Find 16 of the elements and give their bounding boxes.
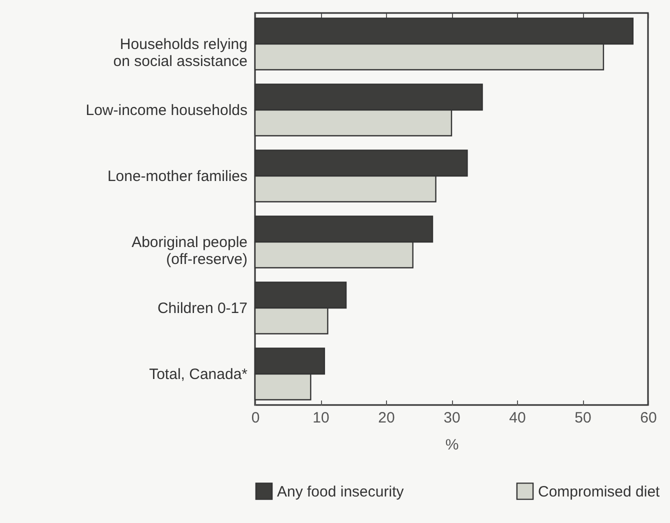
x-tick-label: 10 <box>312 410 330 426</box>
y-tick-label: Total, Canada* <box>149 366 248 383</box>
x-tick-label: 0 <box>251 410 260 426</box>
x-tick-label: 40 <box>509 410 526 426</box>
x-axis-title: % <box>445 436 459 454</box>
y-tick-label: Households relying on social assistance <box>113 36 248 70</box>
x-tick-label: 60 <box>640 410 657 426</box>
y-tick-label: Low-income households <box>86 102 248 120</box>
y-tick-label: Lone-mother families <box>107 168 248 186</box>
legend-label: Any food insecurity <box>277 483 404 500</box>
y-tick-label: Children 0-17 <box>157 300 248 317</box>
x-tick-label: 50 <box>574 410 592 426</box>
legend-label: Compromised diet <box>538 483 661 500</box>
x-tick-label: 30 <box>444 410 460 426</box>
y-tick-label: Aboriginal people (off-reserve) <box>132 234 248 268</box>
x-tick-label: 20 <box>378 410 395 426</box>
